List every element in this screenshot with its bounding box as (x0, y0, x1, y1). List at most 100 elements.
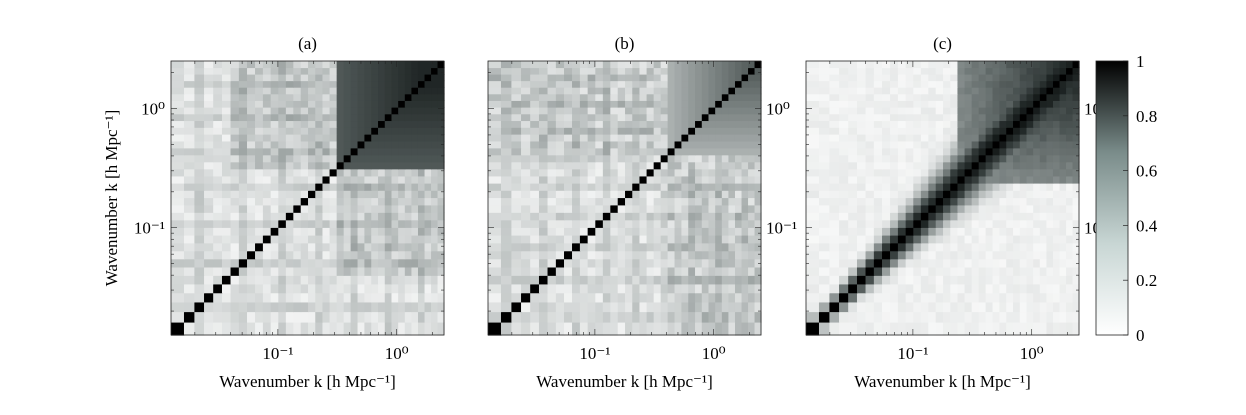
heatmap-cell (511, 301, 522, 313)
heatmap-cell (378, 275, 386, 285)
heatmap-cell (748, 190, 756, 199)
heatmap-cell (555, 283, 565, 294)
heatmap-cell (1052, 219, 1061, 228)
heatmap-cell (734, 107, 743, 115)
heatmap-cell (255, 212, 264, 221)
heatmap-cell (1059, 120, 1067, 128)
heatmap-cell (308, 204, 316, 213)
heatmap-cell (905, 190, 914, 199)
heatmap-cell (639, 87, 648, 95)
heatmap-cell (555, 80, 565, 88)
heatmap-cell (1066, 154, 1074, 163)
heatmap-cell (674, 154, 683, 163)
heatmap-cell (285, 250, 294, 260)
heatmap-cell (667, 87, 676, 95)
heatmap-cell (1013, 311, 1021, 323)
heatmap-cell (920, 311, 929, 323)
heatmap-cell (660, 107, 669, 115)
heatmap-cell (398, 127, 406, 135)
heatmap-cell (1052, 87, 1061, 95)
heatmap-cell (255, 161, 264, 170)
heatmap-cell (715, 283, 723, 294)
heatmap-cell (971, 227, 980, 236)
heatmap-cell (194, 301, 205, 313)
heatmap-cell (741, 168, 749, 177)
heatmap-cell (978, 80, 987, 88)
heatmap-cell (999, 113, 1007, 122)
heatmap-cell (920, 161, 929, 170)
heatmap-cell (511, 266, 522, 276)
heatmap-cell (748, 301, 756, 313)
heatmap-cell (1046, 61, 1054, 69)
heatmap-cell (204, 154, 214, 163)
heatmap-cell (602, 73, 611, 82)
heatmap-cell (617, 212, 626, 221)
heatmap-cell (378, 154, 386, 163)
heatmap-cell (681, 234, 689, 244)
heatmap-cell (806, 212, 820, 221)
heatmap-cell (398, 197, 406, 206)
heatmap-cell (538, 127, 549, 135)
heatmap-cell (547, 204, 557, 213)
heatmap-cell (437, 134, 445, 142)
heatmap-cell (856, 93, 867, 101)
heatmap-cell (308, 80, 316, 88)
heatmap-cell (985, 227, 994, 236)
heatmap-cell (1019, 182, 1028, 191)
heatmap-cell (547, 321, 557, 336)
heatmap-cell (660, 204, 669, 213)
heatmap-cell (315, 275, 324, 285)
heatmap-cell (610, 219, 619, 228)
heatmap-cell (865, 120, 875, 128)
heatmap-cell (920, 219, 929, 228)
heatmap-cell (204, 168, 214, 177)
heatmap-cell (695, 175, 703, 184)
heatmap-cell (839, 168, 849, 177)
heatmap-cell (213, 147, 223, 156)
heatmap-cell (688, 283, 696, 294)
heatmap-cell (905, 197, 914, 206)
heatmap-cell (1033, 234, 1041, 244)
heatmap-cell (943, 175, 951, 184)
heatmap-cell (404, 234, 413, 244)
heatmap-cell (357, 154, 366, 163)
heatmap-cell (547, 134, 557, 142)
heatmap-cell (1039, 107, 1048, 115)
heatmap-cell (818, 107, 830, 115)
heatmap-cell (336, 87, 345, 95)
heatmap-cell (943, 190, 951, 199)
heatmap-cell (734, 140, 743, 149)
heatmap-cell (688, 190, 696, 199)
heatmap-cell (213, 100, 223, 108)
heatmap-cell (971, 168, 980, 177)
heatmap-cell (1052, 134, 1061, 142)
heatmap-cell (865, 266, 875, 276)
heatmap-cell (639, 197, 648, 206)
heatmap-cell (350, 154, 359, 163)
heatmap-cell (681, 250, 689, 260)
heatmap-cell (247, 67, 256, 75)
heatmap-cell (378, 258, 386, 268)
heatmap-cell (315, 80, 324, 88)
heatmap-cell (572, 127, 581, 135)
heatmap-cell (579, 154, 589, 163)
heatmap-cell (336, 292, 345, 303)
heatmap-cell (681, 100, 689, 108)
heatmap-cell (681, 292, 689, 303)
heatmap-cell (964, 87, 973, 95)
x-tick-label: 10⁻¹ (579, 344, 610, 363)
heatmap-cell (278, 140, 287, 149)
heatmap-cell (308, 161, 316, 170)
heatmap-cell (715, 204, 723, 213)
colorbar-tick-label: 0.4 (1136, 216, 1158, 235)
heatmap-cell (715, 120, 723, 128)
heatmap-cell (1046, 234, 1054, 244)
heatmap-cell (1026, 73, 1034, 82)
heatmap-cell (1019, 311, 1028, 323)
heatmap-cell (378, 234, 386, 244)
heatmap-cell (992, 301, 1001, 313)
heatmap-cell (708, 197, 716, 206)
heatmap-cell (882, 242, 891, 252)
heatmap-cell (417, 283, 426, 294)
heatmap-cell (1026, 311, 1034, 323)
